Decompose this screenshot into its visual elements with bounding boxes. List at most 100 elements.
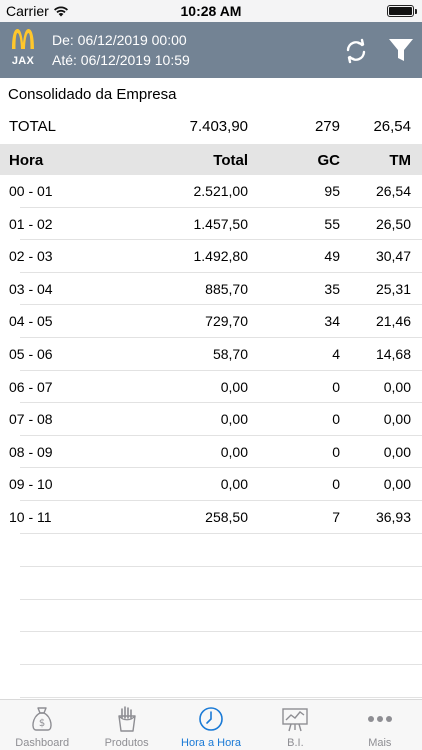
total-cell: 0,00 bbox=[220, 411, 248, 428]
money-bag-icon: $ bbox=[32, 707, 52, 731]
table-row[interactable]: 10 - 11 258,50 7 36,93 bbox=[0, 501, 422, 534]
table-row[interactable]: 04 - 05 729,70 34 21,46 bbox=[0, 305, 422, 338]
table-row[interactable]: 08 - 09 0,00 0 0,00 bbox=[0, 436, 422, 469]
total-row: TOTAL 7.403,90 279 26,54 bbox=[0, 116, 422, 138]
gc-cell: 0 bbox=[332, 378, 340, 395]
table-row[interactable]: 07 - 08 0,00 0 0,00 bbox=[0, 403, 422, 436]
tab-dashboard[interactable]: $ Dashboard bbox=[0, 700, 84, 750]
gc-cell: 95 bbox=[324, 183, 340, 199]
table-row[interactable]: 09 - 10 0,00 0 0,00 bbox=[0, 468, 422, 501]
hour-cell: 07 - 08 bbox=[9, 411, 53, 428]
company-title: Consolidado da Empresa bbox=[8, 86, 177, 103]
table-row[interactable]: 05 - 06 58,70 4 14,68 bbox=[0, 338, 422, 371]
tab-produtos[interactable]: Produtos bbox=[84, 700, 168, 750]
tab-label-produtos: Produtos bbox=[104, 737, 149, 749]
empty-row-separator bbox=[20, 664, 422, 665]
total-cell: 0,00 bbox=[220, 476, 248, 493]
hour-cell: 05 - 06 bbox=[9, 345, 53, 362]
filter-icon bbox=[389, 39, 413, 61]
total-cell: 729,70 bbox=[205, 313, 248, 330]
table-row[interactable]: 06 - 07 0,00 0 0,00 bbox=[0, 371, 422, 404]
store-code: JAX bbox=[11, 55, 35, 67]
tm-cell: 0,00 bbox=[383, 411, 411, 428]
carrier-indicator: Carrier bbox=[6, 3, 69, 19]
hour-cell: 09 - 10 bbox=[9, 476, 53, 493]
gc-cell: 34 bbox=[324, 313, 340, 330]
column-header-hora: Hora bbox=[9, 152, 44, 169]
battery-icon bbox=[387, 5, 417, 17]
hourly-table[interactable]: 00 - 01 2.521,00 95 26,54 01 - 02 1.457,50 55 2… bbox=[0, 175, 422, 534]
hour-cell: 06 - 07 bbox=[9, 378, 53, 395]
date-range: De: 06/12/2019 00:00 Até: 06/12/2019 10:… bbox=[52, 30, 190, 70]
total-label: TOTAL bbox=[9, 118, 56, 135]
svg-text:$: $ bbox=[39, 718, 45, 729]
total-cell: 0,00 bbox=[220, 378, 248, 395]
total-cell: 2.521,00 bbox=[193, 183, 249, 199]
tm-cell: 36,93 bbox=[375, 508, 411, 525]
gc-cell: 7 bbox=[332, 508, 340, 525]
total-cell: 258,50 bbox=[205, 508, 248, 525]
hour-cell: 02 - 03 bbox=[9, 248, 53, 265]
empty-row-separator bbox=[20, 696, 422, 698]
column-header-total: Total bbox=[213, 152, 248, 169]
tab-mais[interactable]: Mais bbox=[338, 700, 422, 750]
carrier-label: Carrier bbox=[6, 3, 49, 19]
tm-cell: 26,50 bbox=[375, 215, 411, 232]
gc-cell: 0 bbox=[332, 476, 340, 493]
hour-cell: 00 - 01 bbox=[9, 183, 53, 199]
column-header-tm: TM bbox=[389, 152, 411, 169]
table-header: Hora Total GC TM bbox=[0, 144, 422, 175]
total-value: 7.403,90 bbox=[189, 118, 248, 135]
gc-cell: 35 bbox=[324, 280, 340, 297]
gc-cell: 0 bbox=[332, 411, 340, 428]
total-cell: 885,70 bbox=[205, 280, 248, 297]
total-cell: 1.492,80 bbox=[193, 248, 249, 265]
tab-label-mais: Mais bbox=[368, 737, 392, 749]
refresh-icon bbox=[346, 38, 366, 64]
hour-cell: 01 - 02 bbox=[9, 215, 53, 232]
empty-row-separator bbox=[20, 566, 422, 568]
tab-bi[interactable]: B.I. bbox=[253, 700, 337, 750]
tm-cell: 25,31 bbox=[375, 280, 411, 297]
tm-cell: 21,46 bbox=[375, 313, 411, 330]
status-bar: Carrier 10:28 AM bbox=[0, 0, 422, 22]
tab-label-dashboard: Dashboard bbox=[15, 737, 70, 749]
total-cell: 1.457,50 bbox=[193, 215, 249, 232]
column-header-gc: GC bbox=[317, 152, 341, 169]
gc-cell: 4 bbox=[332, 345, 340, 362]
filter-button[interactable] bbox=[386, 36, 416, 66]
clock-icon bbox=[199, 707, 223, 731]
hour-cell: 10 - 11 bbox=[9, 508, 52, 525]
tab-label-bi: B.I. bbox=[287, 737, 304, 749]
tm-cell: 26,54 bbox=[375, 183, 411, 199]
hour-cell: 03 - 04 bbox=[9, 280, 53, 297]
tm-cell: 0,00 bbox=[383, 443, 411, 460]
refresh-button[interactable] bbox=[341, 36, 371, 66]
store-selector[interactable]: JAX bbox=[8, 28, 38, 67]
hour-cell: 04 - 05 bbox=[9, 313, 53, 330]
tm-cell: 30,47 bbox=[375, 248, 411, 265]
table-row[interactable]: 01 - 02 1.457,50 55 26,50 bbox=[0, 208, 422, 241]
app-header: JAX De: 06/12/2019 00:00 Até: 06/12/2019… bbox=[0, 22, 422, 78]
tm-cell: 14,68 bbox=[375, 345, 411, 362]
table-row[interactable]: 02 - 03 1.492,80 49 30,47 bbox=[0, 240, 422, 273]
empty-row-separator bbox=[20, 598, 422, 600]
date-to: Até: 06/12/2019 10:59 bbox=[52, 52, 190, 68]
status-time: 10:28 AM bbox=[180, 3, 242, 19]
more-dots-icon bbox=[367, 716, 392, 722]
mcdonalds-logo-icon bbox=[12, 29, 34, 49]
total-cell: 58,70 bbox=[212, 345, 248, 362]
total-gc: 279 bbox=[314, 118, 340, 135]
empty-row-separator bbox=[20, 631, 422, 633]
total-cell: 0,00 bbox=[220, 443, 248, 460]
gc-cell: 0 bbox=[332, 443, 340, 460]
gc-cell: 49 bbox=[324, 248, 340, 265]
tab-hora-a-hora[interactable]: Hora a Hora bbox=[169, 700, 253, 750]
table-row[interactable]: 03 - 04 885,70 35 25,31 bbox=[0, 273, 422, 306]
fries-icon bbox=[117, 706, 136, 732]
total-tm: 26,54 bbox=[373, 118, 411, 135]
tm-cell: 0,00 bbox=[383, 378, 411, 395]
tab-bar: $ Dashboard Produtos Hora a Hora B.I. bbox=[0, 699, 422, 750]
table-row[interactable]: 00 - 01 2.521,00 95 26,54 bbox=[0, 175, 422, 208]
tm-cell: 0,00 bbox=[383, 476, 411, 493]
